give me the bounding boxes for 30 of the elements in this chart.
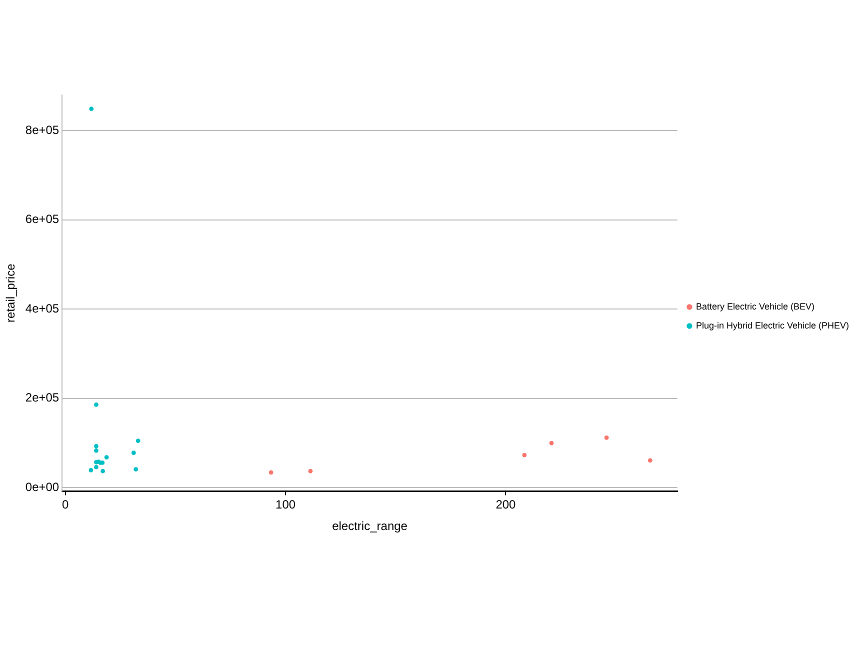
- legend-label: Battery Electric Vehicle (BEV): [696, 301, 814, 312]
- x-tick-label: 100: [276, 498, 296, 512]
- point: [136, 438, 140, 443]
- legend-label: Plug-in Hybrid Electric Vehicle (PHEV): [696, 320, 850, 330]
- x-tick-label: 200: [496, 498, 516, 512]
- point: [94, 464, 98, 470]
- y-tick-label: 2e+05: [25, 390, 60, 405]
- point: [131, 450, 136, 456]
- point: [94, 448, 98, 453]
- point: [522, 452, 527, 458]
- point: [94, 460, 98, 464]
- x-axis-title: electric_range: [332, 519, 408, 534]
- x-tick-label: 0: [62, 498, 70, 512]
- y-tick-label: 6e+05: [25, 212, 60, 226]
- point: [100, 468, 106, 474]
- y-tick-label: 4e+05: [25, 301, 60, 316]
- point: [88, 468, 94, 472]
- point: [104, 455, 109, 460]
- point: [648, 458, 652, 463]
- point: [134, 467, 138, 472]
- point: [94, 402, 98, 407]
- point: [94, 444, 98, 448]
- point: [89, 106, 94, 112]
- y-tick-label: 8e+05: [25, 123, 60, 138]
- point: [268, 470, 274, 475]
- point: [604, 435, 609, 440]
- y-axis-title: retail_price: [4, 263, 18, 322]
- point: [549, 440, 554, 446]
- y-tick-label: 0e+00: [25, 480, 60, 494]
- point: [308, 468, 313, 474]
